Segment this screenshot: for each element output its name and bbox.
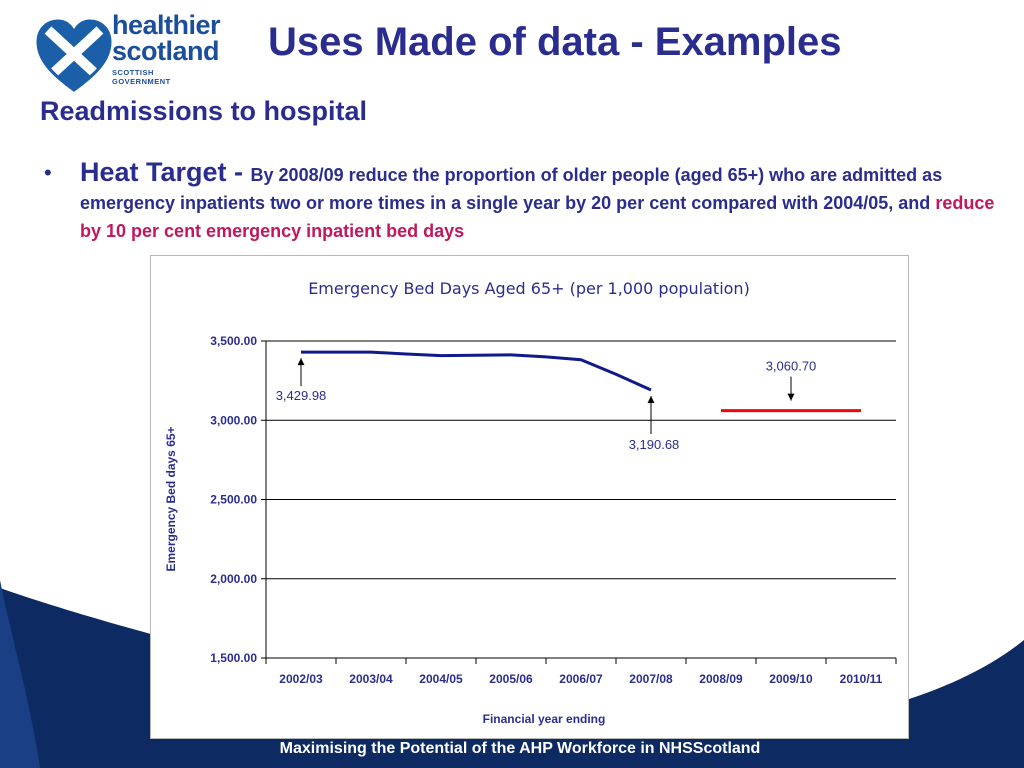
logo-line-scotland: scotland [112, 36, 220, 66]
x-tick-label: 2009/10 [769, 672, 813, 686]
x-tick-label: 2010/11 [840, 672, 883, 686]
x-tick-label: 2002/03 [279, 672, 323, 686]
saltire-heart-icon [36, 19, 112, 92]
y-tick-label: 1,500.00 [210, 651, 257, 665]
annotation-arrowhead [787, 393, 795, 401]
y-axis-label: Emergency Bed days 65+ [164, 426, 178, 571]
chart-title: Emergency Bed Days Aged 65+ (per 1,000 p… [308, 279, 750, 298]
series-line-0 [301, 350, 652, 392]
y-tick-label: 2,500.00 [210, 493, 257, 507]
x-axis-label: Financial year ending [483, 712, 606, 726]
bullet-lead: Heat Target - [80, 157, 251, 187]
y-tick-label: 3,500.00 [210, 334, 257, 348]
bullet-text: Heat Target - By 2008/09 reduce the prop… [80, 158, 1015, 245]
x-tick-label: 2004/05 [419, 672, 463, 686]
annotation-arrowhead [647, 396, 655, 404]
logo-text: healthier scotland SCOTTISH GOVERNMENT [112, 10, 221, 87]
x-tick-label: 2006/07 [559, 672, 603, 686]
bullet-marker: • [44, 160, 52, 185]
y-tick-label: 2,000.00 [210, 572, 257, 586]
data-label: 3,190.68 [629, 437, 680, 452]
x-tick-label: 2005/06 [489, 672, 533, 686]
line-chart: Emergency Bed Days Aged 65+ (per 1,000 p… [164, 279, 897, 726]
data-label: 3,429.98 [276, 388, 327, 403]
footer-text: Maximising the Potential of the AHP Work… [279, 740, 761, 757]
x-tick-label: 2008/09 [699, 672, 743, 686]
bullet-body: By 2008/09 reduce the proportion of olde… [80, 165, 943, 213]
chart-panel: Emergency Bed Days Aged 65+ (per 1,000 p… [150, 255, 909, 739]
y-tick-label: 3,000.00 [210, 413, 257, 427]
slide-title: Uses Made of data - Examples [268, 20, 842, 64]
logo-line-government: SCOTTISH GOVERNMENT [112, 68, 171, 86]
section-heading: Readmissions to hospital [40, 96, 368, 126]
healthier-scotland-logo [30, 6, 235, 94]
bullet-highlight: reduce by 10 per cent emergency inpatien… [80, 193, 995, 241]
data-label: 3,060.70 [766, 359, 817, 374]
x-tick-label: 2007/08 [629, 672, 673, 686]
logo-line-healthier: healthier [112, 10, 221, 40]
plot-area: 1,500.00 2,000.00 2,500.00 3,000.00 3,500.00… [210, 334, 897, 686]
x-tick-label: 2003/04 [349, 672, 393, 686]
annotation-arrowhead [297, 358, 305, 366]
